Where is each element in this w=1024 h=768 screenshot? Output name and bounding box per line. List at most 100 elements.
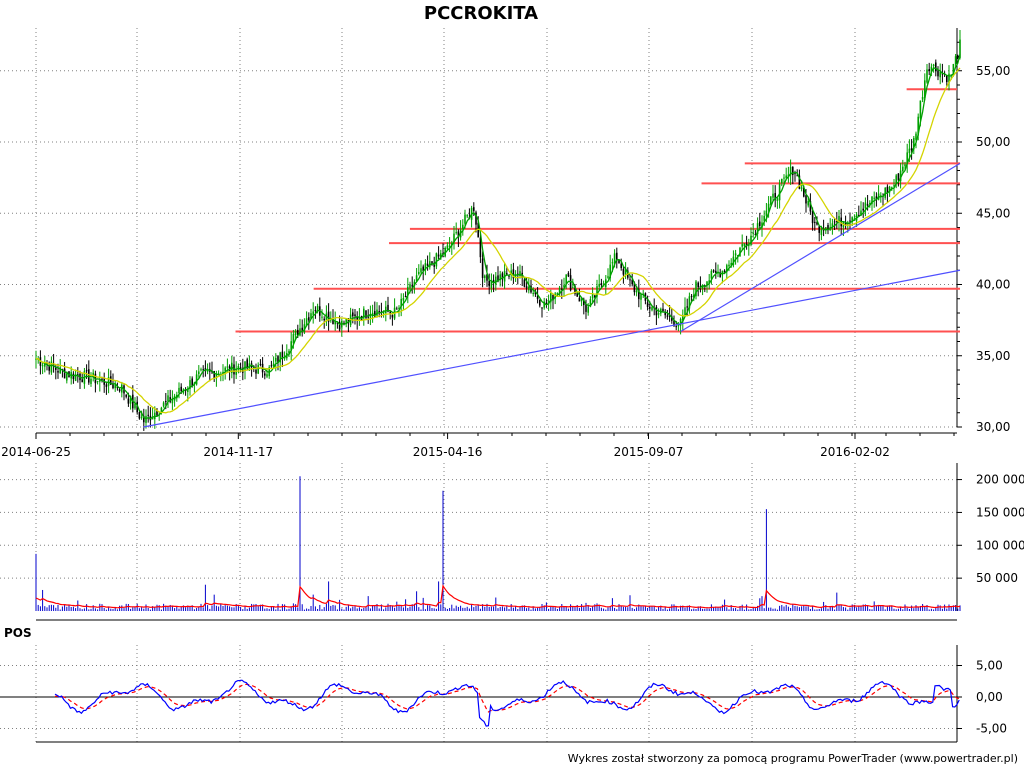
candle-body: [888, 186, 891, 193]
candle-body: [959, 39, 961, 58]
candle-body: [151, 417, 154, 420]
candle-body: [259, 364, 262, 366]
candle-body: [466, 215, 468, 217]
candle-body: [411, 285, 413, 287]
candle-body: [264, 373, 266, 376]
candle-body: [561, 288, 563, 290]
candle-body: [798, 175, 801, 189]
candle-body: [928, 69, 930, 72]
candle-body: [178, 387, 180, 394]
candle-body: [662, 308, 664, 312]
candle-body: [492, 279, 495, 284]
candle-body: [906, 152, 908, 165]
chart-title: PCCROKITA: [424, 3, 538, 24]
candle-body: [734, 253, 737, 256]
candle-body: [110, 376, 112, 385]
candle-body: [783, 177, 785, 179]
candle-body: [924, 80, 926, 99]
candle-body: [235, 369, 237, 375]
candle-body: [712, 270, 715, 272]
candle-body: [754, 234, 757, 236]
candle-body: [215, 374, 218, 379]
candle-body: [539, 299, 541, 306]
candle-body: [129, 396, 132, 404]
candle-body: [270, 365, 273, 367]
candle-body: [897, 173, 900, 181]
candle-body: [583, 299, 585, 306]
candle-body: [688, 296, 691, 309]
candle-body: [563, 285, 565, 288]
pos-label: POS: [4, 626, 32, 640]
candle-body: [74, 374, 77, 381]
candle-body: [435, 253, 438, 267]
volume-panel: 50 000 100 000 150 000 200 000: [0, 463, 1024, 621]
candle-body: [708, 280, 710, 284]
candle-body: [398, 307, 400, 309]
candle-body: [41, 365, 44, 367]
price-x-tick-label: 2015-09-07: [614, 445, 684, 459]
candle-body: [717, 272, 719, 274]
candle-body: [580, 298, 583, 302]
candle-body: [352, 312, 354, 317]
candle-body: [160, 407, 163, 413]
candle-body: [525, 286, 528, 289]
candle-body: [195, 374, 198, 385]
candle-body: [321, 316, 323, 318]
candle-body: [308, 317, 310, 321]
candle-body: [574, 285, 576, 295]
candle-body: [162, 402, 165, 407]
candle-body: [455, 232, 457, 234]
candle-body: [404, 296, 407, 298]
candle-body: [396, 308, 398, 310]
candle-body: [275, 357, 277, 362]
candle-body: [402, 298, 405, 301]
candle-body: [156, 410, 158, 416]
price-x-tick-label: 2014-06-25: [1, 445, 71, 459]
candle-body: [893, 185, 895, 187]
candle-body: [844, 222, 847, 225]
candle-body: [871, 196, 873, 204]
candle-body: [886, 186, 889, 193]
candle-body: [354, 314, 356, 317]
candle-body: [807, 201, 809, 206]
candle-body: [624, 269, 627, 275]
candle-body: [569, 275, 572, 291]
candle-body: [55, 367, 57, 370]
candle-body: [114, 384, 116, 389]
candle-body: [171, 398, 174, 404]
candle-body: [715, 270, 717, 273]
price-y-tick-label: 35,00: [976, 349, 1010, 363]
candle-body: [490, 281, 493, 289]
candle-body: [827, 225, 829, 231]
candle-body: [594, 295, 596, 298]
candle-body: [814, 221, 816, 223]
candle-body: [367, 316, 369, 318]
candle-body: [585, 304, 587, 312]
candle-body: [336, 322, 339, 324]
candle-body: [301, 327, 303, 331]
candle-body: [374, 311, 376, 317]
candle-body: [710, 270, 713, 279]
candle-body: [805, 195, 807, 204]
candle-body: [767, 203, 770, 211]
candle-body: [217, 373, 220, 375]
candle-body: [255, 369, 257, 374]
candle-body: [198, 371, 200, 375]
candle-body: [730, 262, 732, 266]
candle-body: [389, 311, 391, 314]
candle-body: [613, 253, 616, 265]
candle-body: [534, 291, 537, 295]
candle-body: [690, 295, 693, 297]
candle-body: [266, 374, 268, 377]
candle-body: [785, 175, 787, 179]
candle-body: [866, 204, 869, 206]
candle-body: [618, 260, 620, 264]
candle-body: [314, 310, 317, 312]
candle-body: [147, 414, 149, 416]
volume-y-tick-label: 50 000: [976, 571, 1018, 585]
candle-body: [497, 275, 499, 282]
candle-body: [191, 378, 193, 387]
candle-body: [739, 247, 741, 257]
candle-body: [138, 412, 141, 419]
candle-body: [946, 75, 948, 83]
